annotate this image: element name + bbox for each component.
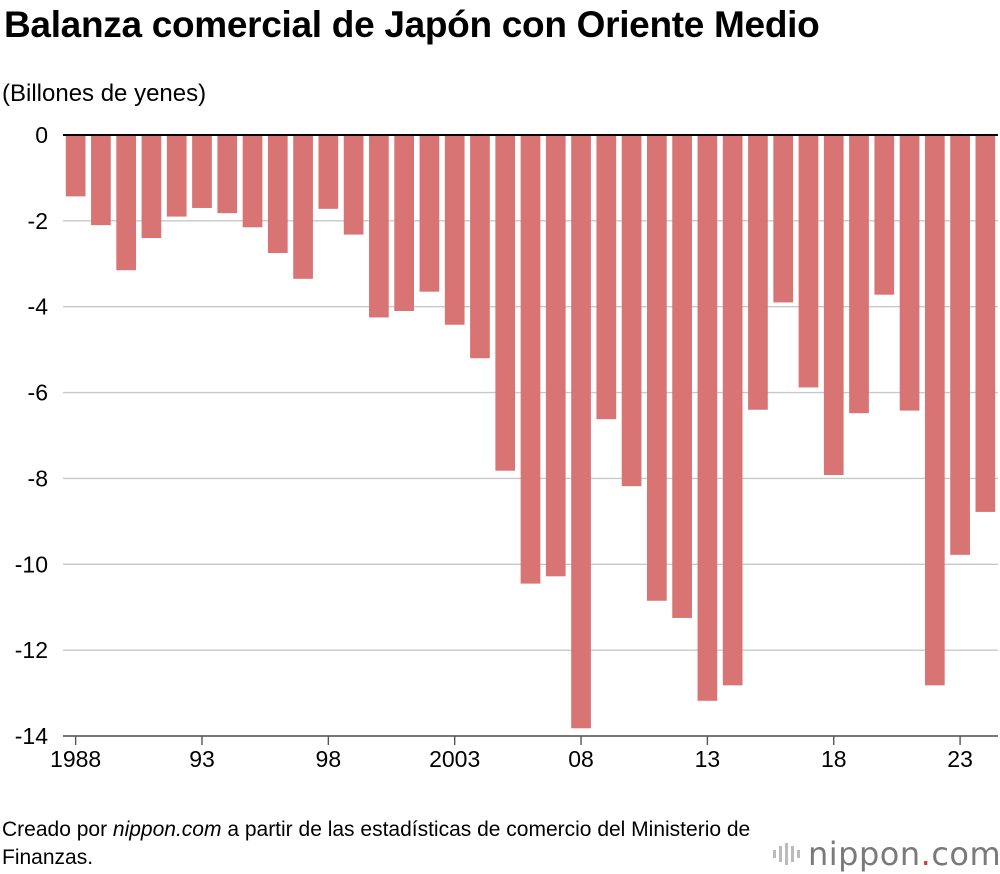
bar-2002: [419, 135, 440, 292]
bar-2013: [697, 135, 718, 701]
bar-2024: [975, 135, 996, 512]
bar-1999: [343, 135, 364, 235]
x-tick-label: 23: [947, 746, 973, 772]
bar-2014: [722, 135, 743, 686]
logo-dot: .: [920, 835, 932, 873]
bar-2017: [798, 135, 819, 388]
footnote-prefix: Creado por: [2, 818, 113, 841]
y-tick-label: -14: [15, 723, 48, 749]
y-tick-label: 0: [35, 122, 48, 148]
chart-title: Balanza comercial de Japón con Oriente M…: [4, 4, 820, 45]
bar-1990: [116, 135, 137, 271]
y-tick-label: -12: [15, 637, 48, 663]
source-footnote: Creado por nippon.com a partir de las es…: [2, 816, 762, 872]
sound-wave-icon: [773, 843, 800, 865]
bar-1989: [91, 135, 111, 226]
y-tick-label: -6: [28, 380, 48, 406]
y-tick-label: -2: [28, 208, 48, 234]
bar-1997: [293, 135, 313, 279]
bar-2010: [621, 135, 642, 487]
bar-2016: [773, 135, 794, 303]
bar-2012: [672, 135, 692, 618]
bar-2004: [470, 135, 490, 359]
nippon-logo: nippon.com: [772, 834, 1000, 874]
bar-2020: [874, 135, 895, 295]
bar-1994: [217, 135, 238, 214]
y-tick-label: -4: [28, 294, 49, 320]
footnote-site: nippon.com: [112, 818, 222, 841]
x-tick-label: 93: [189, 746, 215, 772]
y-axis-unit-label: (Billones de yenes): [2, 80, 207, 107]
bar-2018: [823, 135, 844, 475]
logo-text-main: nippon: [808, 835, 921, 873]
bar-2005: [495, 135, 516, 471]
x-axis: 1988 93 98 2003 08 13 18 23: [50, 134, 998, 772]
x-tick-label: 08: [568, 746, 594, 772]
x-tick-label: 13: [695, 746, 721, 772]
bar-2022: [924, 135, 945, 686]
bar-2023: [950, 135, 970, 555]
x-tick-label: 2003: [429, 746, 480, 772]
bar-1998: [318, 135, 339, 209]
x-tick-label: 98: [316, 746, 342, 772]
bar-2021: [899, 135, 920, 411]
x-tick-label: 18: [821, 746, 847, 772]
logo-text: nippon.com: [808, 835, 1000, 873]
bar-2015: [748, 135, 768, 410]
logo-text-tld: com: [931, 835, 1000, 873]
bar-2003: [444, 135, 465, 325]
bar-2011: [646, 135, 667, 601]
bar-2019: [849, 135, 869, 414]
bar-2006: [520, 135, 541, 584]
bar-2007: [545, 135, 566, 577]
footnote-suffix: a partir de las estadísticas de comercio…: [2, 818, 751, 869]
bars: [65, 135, 996, 729]
y-tick-label: -10: [15, 551, 48, 577]
bar-2009: [596, 135, 617, 420]
x-tick-label: 1988: [50, 746, 101, 772]
bar-1996: [267, 135, 288, 254]
bar-1988: [65, 135, 86, 197]
y-tick-label: -8: [28, 465, 48, 491]
bar-1992: [166, 135, 187, 217]
bar-1995: [242, 135, 263, 228]
y-tick-labels: 0 -2 -4 -6 -8 -10 -12 -14: [15, 122, 48, 749]
bar-2001: [394, 135, 415, 312]
bar-1991: [141, 135, 162, 239]
bar-2000: [369, 135, 389, 318]
bar-1993: [192, 135, 212, 208]
bar-chart: 0 -2 -4 -6 -8 -10 -12 -14 1988 93 98 2003 08 13 18 23: [15, 122, 998, 772]
bar-2008: [571, 135, 591, 729]
